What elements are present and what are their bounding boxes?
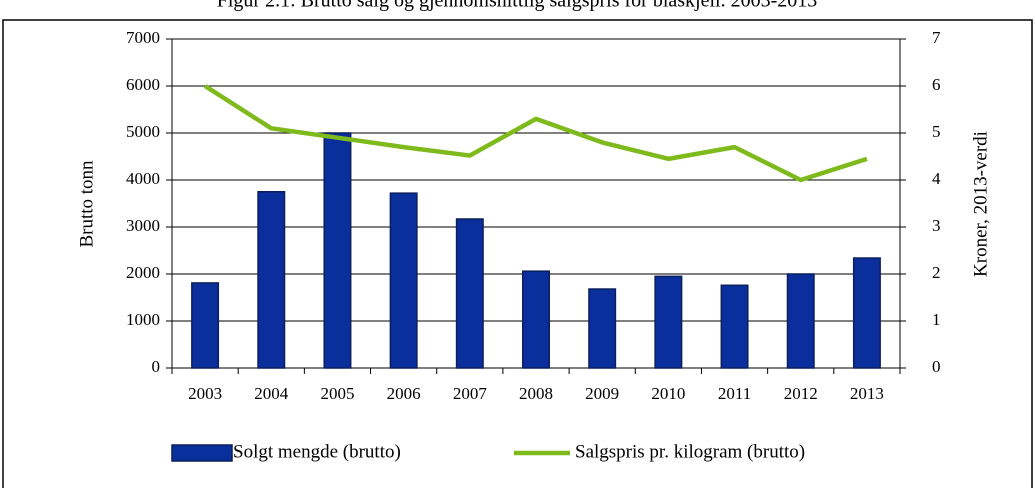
x-tick-label: 2006 (387, 384, 421, 403)
x-tick-label: 2003 (188, 384, 222, 403)
bar (852, 257, 881, 369)
x-tick-label: 2009 (585, 384, 619, 403)
y2-tick-label: 2 (932, 263, 941, 282)
bar (588, 288, 617, 369)
y2-tick-label: 6 (932, 75, 941, 94)
bar (323, 132, 352, 369)
line (203, 84, 868, 183)
x-tick-label: 2012 (784, 384, 818, 403)
y-tick-label: 5000 (126, 122, 160, 141)
y-tick-label: 6000 (126, 75, 160, 94)
y-tick-label: 1000 (126, 310, 160, 329)
y2-tick-label: 5 (932, 122, 941, 141)
bar (191, 282, 220, 369)
x-tick-label: 2008 (519, 384, 553, 403)
y-axis-title: Brutto tonn (76, 160, 97, 248)
bar (389, 192, 418, 369)
x-tick-label: 2011 (718, 384, 751, 403)
x-tick-label: 2013 (850, 384, 884, 403)
legend-swatch (171, 444, 233, 462)
y-tick-label: 2000 (126, 263, 160, 282)
y2-tick-label: 4 (932, 169, 941, 188)
bar (522, 270, 550, 369)
legend-label: Salgspris pr. kilogram (brutto) (575, 441, 805, 462)
x-tick-label: 2007 (453, 384, 488, 403)
y2-tick-label: 7 (932, 28, 941, 47)
y2-tick-label: 3 (932, 216, 941, 235)
bar (654, 275, 683, 369)
bar (720, 284, 749, 369)
bar (455, 218, 484, 369)
legend-label: Solgt mengde (brutto) (233, 441, 401, 462)
y-tick-label: 4000 (126, 169, 160, 188)
y2-tick-label: 1 (932, 310, 941, 329)
y-tick-label: 0 (152, 357, 161, 376)
x-tick-label: 2004 (254, 384, 289, 403)
bar (257, 191, 286, 369)
x-tick-label: 2005 (320, 384, 354, 403)
bar (786, 273, 815, 369)
chart-title: Figur 2.1: Brutto salg og gjennomsnittli… (217, 0, 818, 12)
chart-frame (2, 19, 1033, 488)
y-tick-label: 3000 (126, 216, 160, 235)
y2-axis-title: Kroner, 2013-verdi (970, 131, 991, 277)
y-tick-label: 7000 (126, 28, 160, 47)
x-tick-label: 2010 (651, 384, 685, 403)
y2-tick-label: 0 (932, 357, 941, 376)
